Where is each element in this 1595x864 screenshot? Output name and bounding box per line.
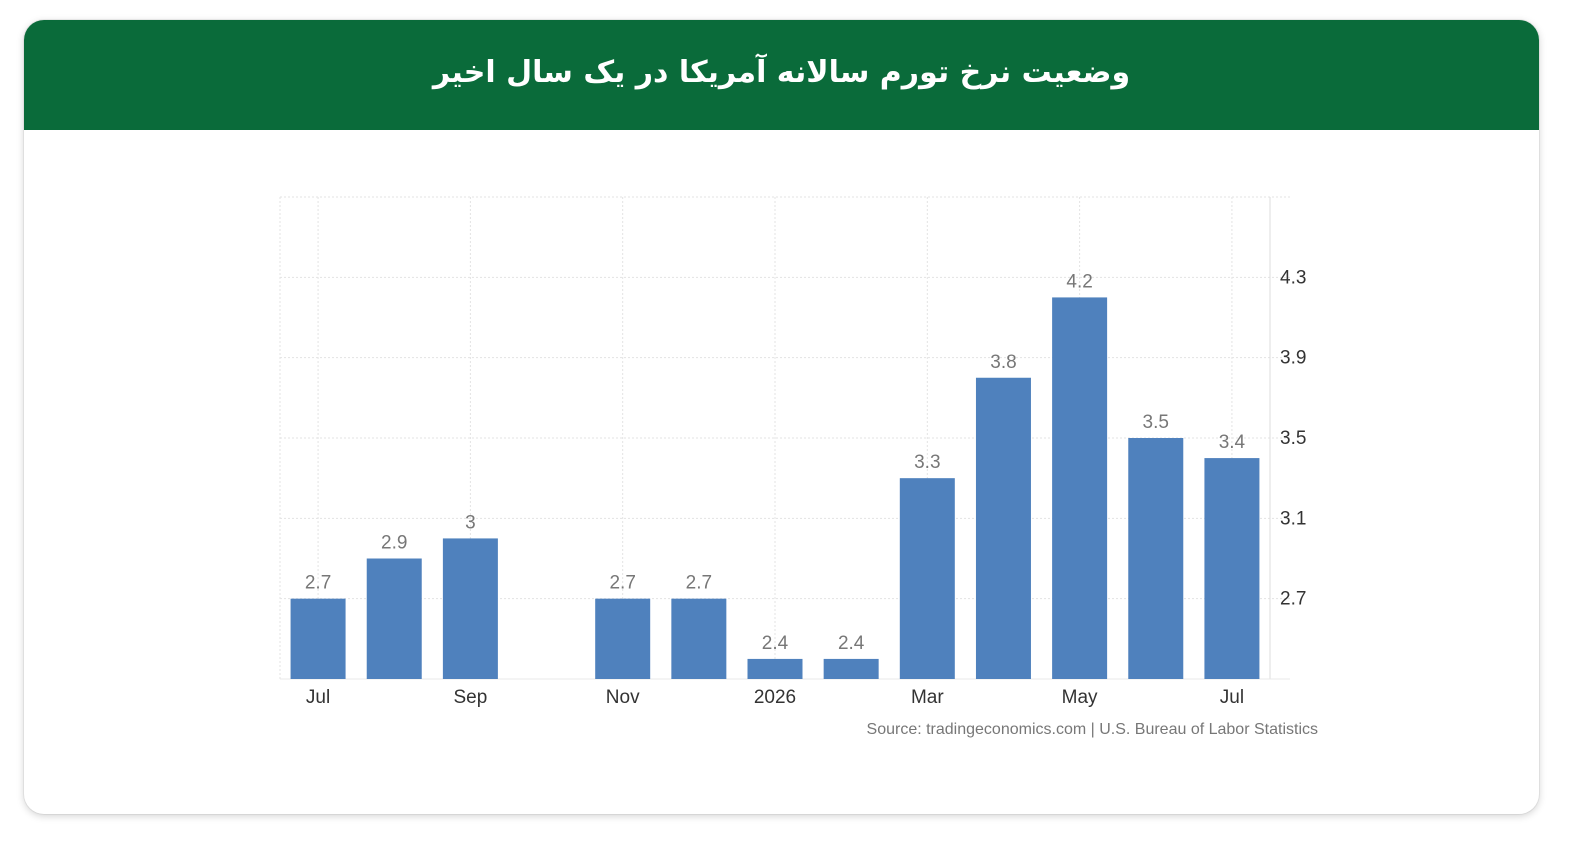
bar-value-label: 4.2	[1066, 271, 1092, 292]
y-tick-label: 3.1	[1280, 508, 1306, 529]
x-tick-label: Jul	[1220, 687, 1244, 708]
bar-value-label: 2.7	[305, 573, 331, 594]
source-note: Source: tradingeconomics.com | U.S. Bure…	[867, 721, 1318, 738]
bar-value-label: 3.4	[1219, 432, 1246, 453]
bar	[671, 598, 727, 679]
x-tick-label: Sep	[453, 687, 487, 708]
bar	[1204, 458, 1260, 679]
x-tick-label: Mar	[911, 687, 944, 708]
chart-card: وضعیت نرخ تورم سالانه آمریکا در یک سال ا…	[24, 20, 1539, 814]
x-tick-label: Nov	[606, 687, 640, 708]
y-tick-label: 3.5	[1280, 428, 1306, 449]
bar-value-label: 2.4	[838, 633, 865, 654]
bar-value-label: 3.8	[990, 352, 1016, 373]
bar-value-label: 2.7	[609, 573, 635, 594]
bar-value-label: 2.4	[762, 633, 789, 654]
inflation-bar-chart: 2.7 2.9 3 2.7 2.7 2.4 2.4 3.3 3.8 4.2 3.5 3.4 Jul Sep…	[279, 196, 1318, 738]
bar-value-label: 2.9	[381, 533, 407, 554]
bar	[595, 598, 651, 679]
bar-value-label: 3.5	[1143, 412, 1169, 433]
bar	[975, 377, 1031, 679]
bar	[747, 658, 803, 679]
bar	[290, 598, 346, 679]
bar	[1128, 438, 1184, 679]
x-tick-label: Jul	[306, 687, 330, 708]
bar	[899, 478, 955, 679]
bar-value-label: 3	[465, 512, 476, 533]
x-tick-label: May	[1062, 687, 1098, 708]
bar	[442, 538, 498, 679]
page-title: وضعیت نرخ تورم سالانه آمریکا در یک سال ا…	[432, 54, 1131, 90]
bar-value-label: 2.7	[686, 573, 712, 594]
bar	[823, 658, 879, 679]
bar	[1052, 297, 1108, 679]
x-tick-label: 2026	[754, 687, 796, 708]
y-tick-label: 4.3	[1280, 267, 1306, 288]
y-tick-label: 3.9	[1280, 348, 1306, 369]
bar-value-label: 3.3	[914, 452, 940, 473]
header-bar: وضعیت نرخ تورم سالانه آمریکا در یک سال ا…	[24, 20, 1539, 130]
bar	[366, 558, 422, 679]
y-tick-label: 2.7	[1280, 589, 1306, 610]
